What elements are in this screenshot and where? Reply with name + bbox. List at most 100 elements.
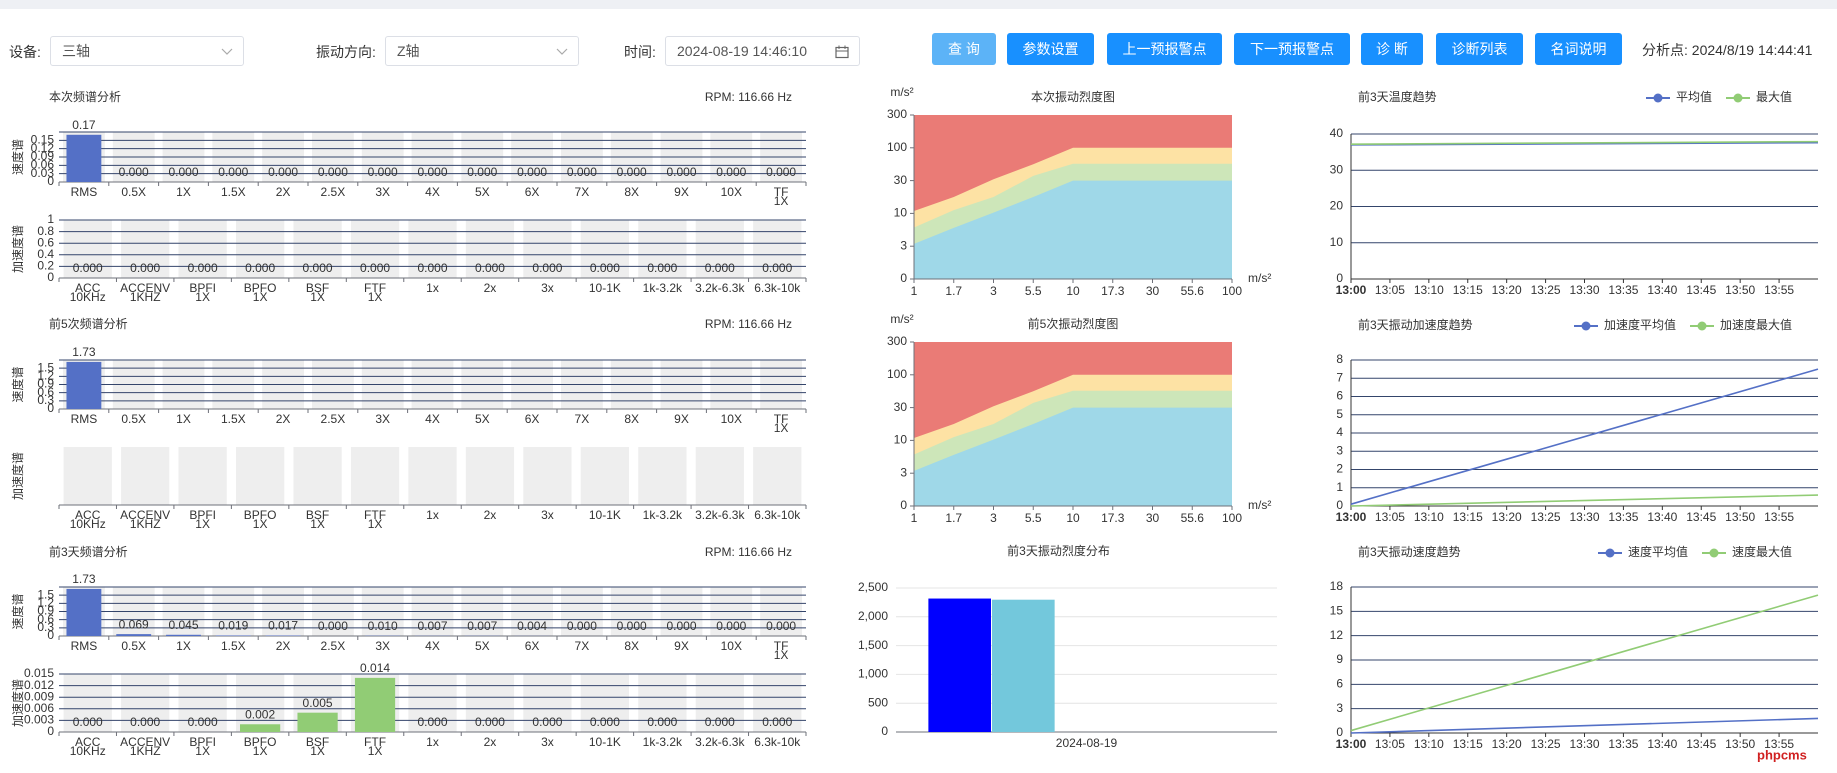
y-axis-unit: m/s²: [890, 312, 913, 326]
diagnose-list-button[interactable]: 诊断列表: [1436, 33, 1523, 65]
value-label: 0.000: [73, 715, 103, 729]
x-tick-label: 13:05: [1375, 737, 1405, 751]
x-tick-label: 4X: [425, 639, 440, 653]
top-strip: [0, 0, 1837, 9]
x-tick-label: 10: [1066, 284, 1080, 298]
next-alarm-button[interactable]: 下一预报警点: [1234, 33, 1350, 65]
chart-title: 前5次振动烈度图: [1028, 316, 1119, 331]
x-tick-label: 5.5: [1025, 284, 1042, 298]
y-tick-label: 1,500: [858, 638, 888, 652]
x-tick-label: FTF: [364, 508, 386, 522]
x-tick-label: BPFI: [189, 508, 216, 522]
x-tick-label: 13:25: [1531, 510, 1561, 524]
y-tick-label: 0.9: [37, 604, 54, 618]
x-tick-label: 13:20: [1492, 737, 1522, 751]
y-tick-label: 0: [881, 724, 888, 738]
x-tick-label: 1X: [253, 290, 268, 304]
value-label: 0.007: [417, 619, 447, 633]
value-label: 0.000: [475, 715, 505, 729]
x-tick-label: 2.5X: [321, 412, 346, 426]
y-tick-label: 8: [1336, 352, 1343, 366]
category-band: [523, 674, 572, 732]
x-tick-label: 1KHZ: [130, 744, 161, 758]
x-tick-label: 1x: [426, 508, 439, 522]
x-tick-label: 3.2k-6.3k: [695, 508, 745, 522]
x-tick-label: 1X: [253, 517, 268, 531]
x-tick-label: 1X: [774, 421, 789, 435]
value-label: 1.73: [72, 572, 96, 586]
value-label: 0.000: [188, 715, 218, 729]
y-tick-label: 3: [900, 465, 907, 479]
category-band: [523, 220, 572, 278]
y-tick-label: 4: [1336, 425, 1343, 439]
x-tick-label: 1X: [368, 517, 383, 531]
value-label: 0.000: [467, 165, 497, 179]
x-tick-label: 1: [911, 511, 918, 525]
y-tick-label: 1.2: [37, 596, 54, 610]
y-tick-label: 0.9: [37, 377, 54, 391]
bar: [928, 598, 992, 732]
line: [1350, 140, 1819, 145]
y-axis-title: 加速度谱: [10, 452, 25, 500]
legend-marker: [1605, 548, 1615, 558]
glossary-button[interactable]: 名词说明: [1535, 33, 1622, 65]
x-tick-label: 10KHz: [70, 744, 106, 758]
x-tick-label: 2X: [276, 639, 291, 653]
query-button[interactable]: 查 询: [932, 33, 996, 65]
category-band: [121, 447, 170, 505]
value-label: 0.014: [360, 661, 390, 675]
x-tick-label: 13:20: [1492, 510, 1522, 524]
x-tick-label: BPFO: [244, 735, 277, 749]
value-label: 0.000: [188, 261, 218, 275]
y-tick-label: 3: [1336, 701, 1343, 715]
x-tick-label: 1.5X: [221, 412, 246, 426]
category-band: [408, 674, 457, 732]
category-band: [178, 447, 227, 505]
x-tick-label: 3X: [375, 412, 390, 426]
x-tick-label: 13:15: [1453, 737, 1483, 751]
x-tick-label: 1: [911, 284, 918, 298]
legend-marker: [1653, 93, 1663, 103]
x-tick-label: 10KHz: [70, 517, 106, 531]
x-tick-label: 0.5X: [121, 185, 146, 199]
category-band: [580, 674, 630, 732]
value-label: 0.000: [567, 165, 597, 179]
x-tick-label: TF: [774, 412, 789, 426]
value-label: 0.000: [716, 165, 746, 179]
diagnose-button[interactable]: 诊 断: [1361, 33, 1423, 65]
analysis-point: 分析点: 2024/8/19 14:44:41: [1642, 42, 1813, 58]
x-tick-label: 100: [1222, 511, 1242, 525]
direction-value: Z轴: [397, 43, 420, 59]
x-tick-label: 8X: [624, 639, 639, 653]
time-input[interactable]: 2024-08-19 14:46:10: [665, 36, 860, 66]
value-label: 0.000: [762, 715, 792, 729]
x-tick-label: 13:10: [1414, 510, 1444, 524]
y-axis-title: 速度谱: [10, 366, 25, 402]
value-label: 0.017: [268, 619, 298, 633]
x-tick-label: 5X: [475, 412, 490, 426]
category-band: [408, 447, 457, 505]
x-tick-label: 2X: [276, 412, 291, 426]
bar: [354, 677, 396, 732]
value-label: 0.000: [666, 619, 696, 633]
bar: [215, 635, 251, 636]
x-tick-label: 1X: [195, 290, 210, 304]
y-tick-label: 0.012: [24, 678, 54, 692]
direction-select[interactable]: Z轴: [385, 36, 579, 66]
y-tick-label: 0.2: [37, 259, 54, 273]
device-select[interactable]: 三轴: [50, 36, 244, 66]
y-tick-label: 18: [1330, 579, 1344, 593]
panel-title: 本次频谱分析: [49, 90, 121, 104]
x-tick-label: 9X: [674, 639, 689, 653]
value-label: 0.000: [517, 165, 547, 179]
settings-button[interactable]: 参数设置: [1007, 33, 1094, 65]
category-band: [63, 220, 112, 278]
prev-alarm-button[interactable]: 上一预报警点: [1107, 33, 1222, 65]
x-tick-label: 13:30: [1569, 737, 1599, 751]
y-tick-label: 0.15: [31, 133, 55, 147]
x-tick-label: 1.7: [945, 511, 962, 525]
category-band: [638, 447, 687, 505]
y-axis-title: 速度谱: [10, 593, 25, 629]
x-tick-label: 2.5X: [321, 185, 346, 199]
